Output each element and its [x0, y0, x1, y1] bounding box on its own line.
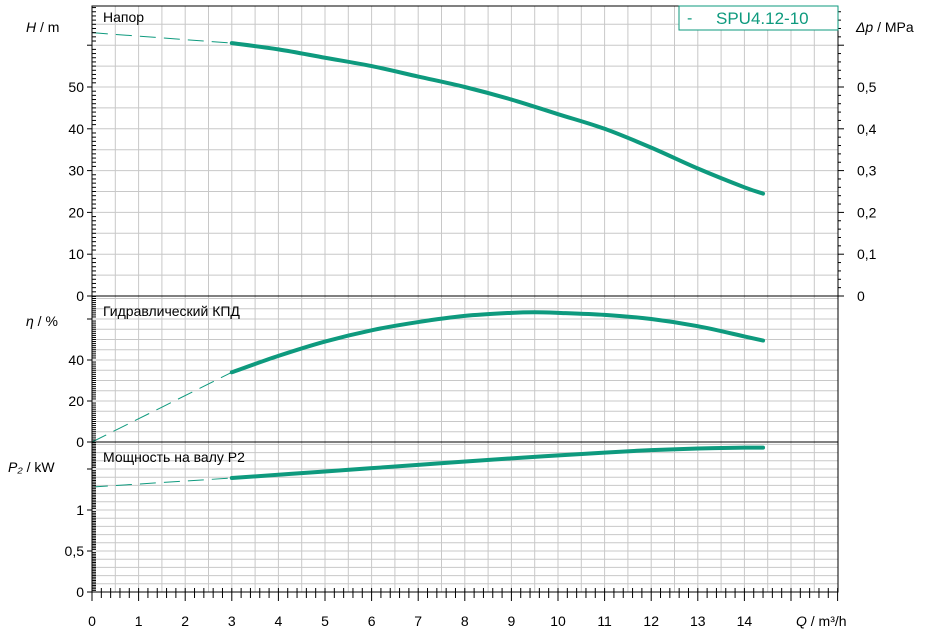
power-y-unit: / kW	[23, 459, 56, 475]
head-y-axis-label: H / m	[26, 19, 59, 35]
power-panel-title: Мощность на валу P2	[103, 449, 245, 465]
curve-0	[229, 41, 766, 196]
y-tick-label: 10	[68, 246, 84, 262]
head-y-unit: / m	[36, 19, 59, 35]
x-tick-label: 11	[597, 613, 612, 629]
head-panel-title: Напор	[103, 9, 144, 25]
y-tick-label: 20	[68, 204, 84, 220]
y-tick-label: 0,5	[65, 543, 85, 559]
legend-marker: -	[687, 10, 692, 27]
x-axis-unit: / m³/h	[807, 613, 847, 629]
x-tick-label: 0	[88, 613, 96, 629]
x-tick-label: 6	[368, 613, 376, 629]
x-axis-label: Q / m³/h	[796, 613, 847, 629]
power-y-var: P₂	[8, 459, 23, 475]
x-tick-label: 7	[414, 613, 422, 629]
x-tick-label: 9	[508, 613, 516, 629]
y-tick-label: 50	[68, 79, 84, 95]
curve-extrapolated-1	[91, 371, 233, 443]
right-y-axis-label: Δp / MPa	[855, 19, 914, 35]
right-tick-label: 0,3	[857, 163, 877, 179]
curve-2	[229, 445, 766, 481]
y-tick-label: 30	[68, 163, 84, 179]
head-y-var: H	[26, 19, 37, 35]
curve-extrapolated-0	[91, 32, 232, 44]
x-tick-label: 1	[135, 613, 143, 629]
legend-box	[678, 5, 839, 31]
x-tick-label: 5	[321, 613, 329, 629]
power-y-axis-label: P₂ / kW	[8, 459, 55, 475]
x-tick-label: 8	[461, 613, 469, 629]
eff-y-unit: / %	[34, 313, 58, 329]
curves	[91, 32, 766, 488]
legend: - SPU4.12-10	[678, 5, 839, 31]
x-tick-label: 2	[181, 613, 189, 629]
eff-y-var: η	[26, 313, 34, 329]
right-tick-label: 0,4	[857, 121, 877, 137]
y-tick-label: 20	[68, 393, 84, 409]
tick-marks	[87, 7, 844, 601]
y-tick-label: 0	[76, 434, 84, 450]
right-tick-label: 0,5	[857, 79, 877, 95]
x-tick-label: 4	[275, 613, 283, 629]
curve-1	[229, 310, 766, 375]
right-tick-label: 0,2	[857, 204, 877, 220]
grid-lines	[92, 6, 838, 592]
x-tick-label: 14	[737, 613, 753, 629]
eff-y-axis-label: η / %	[26, 313, 58, 329]
x-tick-label: 12	[643, 613, 659, 629]
y-tick-label: 40	[68, 121, 84, 137]
legend-label: SPU4.12-10	[716, 9, 809, 28]
y-tick-label: 0	[76, 288, 84, 304]
y-tick-label: 1	[76, 502, 84, 518]
x-axis-var: Q	[796, 613, 807, 629]
x-tick-label: 3	[228, 613, 236, 629]
right-y-unit: / MPa	[873, 19, 914, 35]
x-tick-label: 10	[550, 613, 566, 629]
right-tick-label: 0	[857, 288, 865, 304]
curve-extrapolated-2	[91, 477, 232, 488]
y-tick-label: 0	[76, 584, 84, 600]
right-tick-label: 0,1	[857, 246, 877, 262]
x-tick-label: 13	[690, 613, 706, 629]
right-y-var: Δp	[855, 19, 873, 35]
eff-panel-title: Гидравлический КПД	[103, 303, 240, 319]
y-tick-label: 40	[68, 352, 84, 368]
